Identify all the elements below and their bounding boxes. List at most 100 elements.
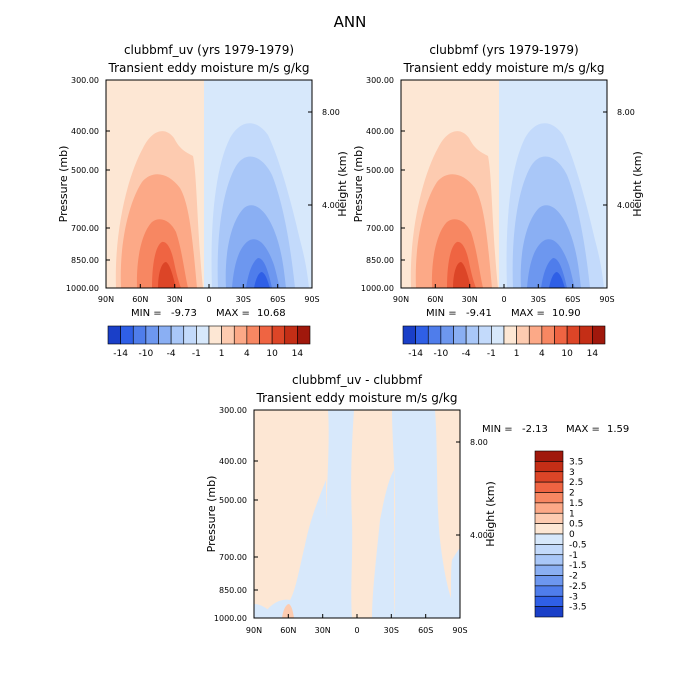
panel-3-min-label: MIN = <box>482 424 513 435</box>
colorbar-cell <box>145 325 159 345</box>
panel-3-y-tick-label: 500.00 <box>219 496 247 505</box>
panel-1-subtitle: Transient eddy moisture m/s g/kg <box>108 61 310 75</box>
colorbar-cell <box>221 325 235 345</box>
panel-3-title: clubbmf_uv - clubbmf <box>292 373 423 387</box>
panel-1-x-axis: 90N 60N 30N 0 30S 60S 90S <box>98 284 320 304</box>
colorbar-cell <box>534 492 564 504</box>
colorbar-cell <box>183 325 197 345</box>
colorbar-cell <box>208 325 222 345</box>
colorbar-tick-label: -0.5 <box>569 540 587 550</box>
panel-2-y-right-tick-label: 8.00 <box>617 108 635 117</box>
colorbar-tick-label: 1 <box>569 509 575 519</box>
colorbar-tick-label: 3 <box>569 468 575 478</box>
panel-1-y-right-axis: 8.00 4.00 Height (km) <box>308 108 349 217</box>
colorbar-tick-label: 0 <box>569 530 575 540</box>
panel-3-x-tick-label: 30S <box>384 626 399 635</box>
panel-1-y-tick-label: 700.00 <box>71 224 99 233</box>
panel-3-plot <box>253 409 461 619</box>
colorbar-tick-label: 10 <box>561 349 573 359</box>
panel-3-x-tick-label: 30N <box>315 626 331 635</box>
colorbar-cell <box>528 325 543 345</box>
panel-1-max-value: 10.68 <box>257 308 286 319</box>
colorbar-cell <box>534 461 564 473</box>
colorbar-cell <box>592 325 606 345</box>
colorbar-cell <box>534 564 564 576</box>
colorbar-tick-label: -1 <box>569 551 578 561</box>
panel-1-y-right-tick-label: 8.00 <box>322 108 340 117</box>
panel-1-y-right-label: Height (km) <box>336 151 349 217</box>
colorbar-cell <box>107 325 121 345</box>
colorbar-cell <box>554 325 568 345</box>
panel-2-x-tick-label: 90N <box>393 295 409 304</box>
panel-1-y-tick-label: 1000.00 <box>66 284 99 293</box>
colorbar-tick-label: -1.5 <box>569 561 587 571</box>
colorbar-cell <box>534 533 564 545</box>
panel-2-y-right-tick-label: 4.00 <box>617 201 635 210</box>
panel-3-y-right-label: Height (km) <box>484 481 497 547</box>
panel-3-neg-band-southern <box>392 410 458 618</box>
colorbar-tick-label: -3 <box>569 592 578 602</box>
panel-1-neg-contour-6 <box>254 272 270 288</box>
panel-2-y-axis: 300.00 400.00 500.00 700.00 850.00 1000.… <box>352 76 405 293</box>
panel-3-subtitle: Transient eddy moisture m/s g/kg <box>256 391 458 405</box>
panel-3-x-tick-label: 60S <box>418 626 433 635</box>
panel-3-colorbar: 3.532.521.510.50-0.5-1-1.5-2-2.5-3-3.5 <box>534 450 587 618</box>
colorbar-tick-label: 1 <box>514 349 520 359</box>
colorbar-cell <box>297 325 311 345</box>
panel-1: clubbmf_uv (yrs 1979-1979) Transient edd… <box>57 43 349 359</box>
panel-3-y-right-tick-label: 8.00 <box>470 438 488 447</box>
colorbar-cell <box>534 575 564 587</box>
panel-3-y-tick-label: 700.00 <box>219 553 247 562</box>
panel-3-neg-region-sh-lower <box>372 470 394 618</box>
figure-title: ANN <box>334 13 367 31</box>
colorbar-tick-label: -14 <box>408 349 423 359</box>
panel-3-y-tick-label: 400.00 <box>219 457 247 466</box>
panel-1-pos-contour-5 <box>158 262 176 288</box>
colorbar-cell <box>120 325 134 345</box>
panel-1-y-label: Pressure (mb) <box>57 146 70 223</box>
panel-2-y-tick-label: 500.00 <box>366 166 394 175</box>
colorbar-cell <box>503 325 517 345</box>
colorbar-tick-label: -14 <box>113 349 128 359</box>
panel-3-min-value: -2.13 <box>522 424 548 435</box>
panel-1-y-axis: 300.00 400.00 500.00 700.00 850.00 1000.… <box>57 76 110 293</box>
panel-1-x-tick-label: 30N <box>167 295 183 304</box>
colorbar-cell <box>233 325 248 345</box>
panel-2-x-tick-label: 0 <box>501 295 506 304</box>
panel-1-y-tick-label: 300.00 <box>71 76 99 85</box>
panel-2-y-right-label: Height (km) <box>631 151 644 217</box>
colorbar-cell <box>440 325 454 345</box>
colorbar-cell <box>534 481 564 493</box>
panel-1-y-tick-label: 850.00 <box>71 256 99 265</box>
panel-2-title: clubbmf (yrs 1979-1979) <box>429 43 578 57</box>
panel-2-y-tick-label: 1000.00 <box>361 284 394 293</box>
panel-3-x-tick-label: 90N <box>246 626 262 635</box>
panel-3-y-tick-label: 1000.00 <box>214 614 247 623</box>
colorbar-cell <box>534 523 564 535</box>
panel-3-x-tick-label: 60N <box>280 626 296 635</box>
panel-3-x-tick-label: 90S <box>452 626 467 635</box>
colorbar-cell <box>541 325 555 345</box>
panel-2: clubbmf (yrs 1979-1979) Transient eddy m… <box>352 43 644 359</box>
panel-3-y-tick-label: 850.00 <box>219 586 247 595</box>
colorbar-cell <box>415 325 429 345</box>
colorbar-cell <box>402 325 416 345</box>
colorbar-cell <box>158 325 172 345</box>
panel-3-y-axis: 300.00 400.00 500.00 700.00 850.00 1000.… <box>205 406 258 623</box>
colorbar-tick-label: -10 <box>434 349 449 359</box>
colorbar-tick-label: 0.5 <box>569 520 583 530</box>
colorbar-cell <box>453 325 467 345</box>
panel-1-x-tick-label: 90S <box>304 295 319 304</box>
panel-3-x-tick-label: 0 <box>354 626 359 635</box>
colorbar-tick-label: -1 <box>192 349 201 359</box>
colorbar-cell <box>465 325 480 345</box>
colorbar-cell <box>534 554 564 566</box>
panel-2-max-label: MAX = <box>511 308 545 319</box>
panel-2-y-right-axis: 8.00 4.00 Height (km) <box>603 108 644 217</box>
panel-1-x-tick-label: 60S <box>270 295 285 304</box>
colorbar-cell <box>478 325 492 345</box>
colorbar-tick-label: 3.5 <box>569 457 583 467</box>
colorbar-cell <box>566 325 581 345</box>
panel-1-minmax: MIN = -9.73 MAX = 10.68 <box>131 308 286 319</box>
panel-2-x-tick-label: 60N <box>427 295 443 304</box>
